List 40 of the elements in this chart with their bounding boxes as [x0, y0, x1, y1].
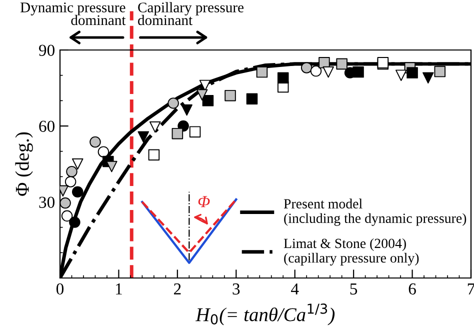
point [172, 128, 184, 140]
text: Capillary pressure dominant [138, 2, 244, 26]
point [336, 58, 348, 70]
x-tick-label: 5 [350, 284, 358, 295]
point [168, 98, 179, 109]
point [256, 66, 268, 78]
x-axis-title: H$_{0}$(= tanθ/Ca$^{1/3}$) [195, 304, 335, 326]
point [90, 136, 101, 148]
point [300, 62, 312, 74]
x-tick-label: 2 [174, 283, 181, 294]
x-tick-label: 4 [291, 283, 299, 294]
text: Dynamic pressure dominant [20, 2, 126, 26]
point [106, 160, 118, 172]
point [60, 197, 71, 209]
point [422, 72, 434, 84]
point [406, 67, 418, 78]
y-axis-title: Φ (deg.) [15, 132, 33, 196]
point [196, 89, 208, 100]
legend-label: Present model (including the dynamic pressure) [284, 198, 466, 226]
point [66, 166, 78, 178]
point [72, 186, 84, 198]
x-tick-label: 1 [116, 283, 122, 294]
y-tick-label: 60 [39, 120, 55, 132]
point [69, 216, 80, 228]
y-tick-label: 90 [39, 44, 55, 56]
point [352, 66, 364, 78]
point [318, 57, 330, 68]
x-tick-label: 3 [232, 283, 240, 295]
point [277, 72, 289, 84]
point [224, 90, 236, 102]
point [246, 93, 258, 105]
legend-label: Limat & Stone (2004) (capillary pressure only) [284, 238, 419, 266]
point [434, 66, 446, 78]
point [138, 131, 150, 143]
annotation: Φ [198, 196, 210, 208]
x-tick-label: 0 [56, 283, 64, 295]
x-tick-label: 6 [408, 283, 416, 295]
point [181, 104, 192, 116]
y-tick-label: 30 [39, 196, 55, 208]
point [202, 95, 214, 106]
